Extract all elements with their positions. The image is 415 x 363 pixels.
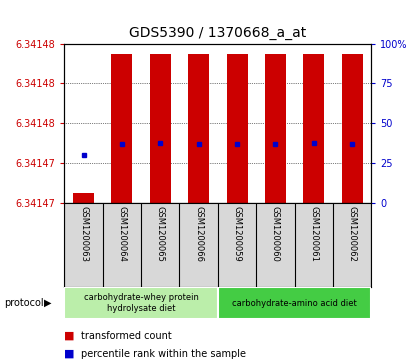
- Bar: [64, 287, 218, 319]
- Text: carbohydrate-whey protein
hydrolysate diet: carbohydrate-whey protein hydrolysate di…: [84, 293, 198, 313]
- Text: GSM1200066: GSM1200066: [194, 206, 203, 262]
- Text: ■: ■: [64, 331, 75, 341]
- Text: transformed count: transformed count: [81, 331, 172, 341]
- Bar: [342, 54, 363, 203]
- Text: ■: ■: [64, 349, 75, 359]
- Text: GSM1200061: GSM1200061: [309, 206, 318, 262]
- Text: GSM1200065: GSM1200065: [156, 206, 165, 262]
- Bar: [303, 54, 325, 203]
- Bar: [111, 54, 132, 203]
- Text: percentile rank within the sample: percentile rank within the sample: [81, 349, 246, 359]
- Text: GSM1200059: GSM1200059: [232, 206, 242, 261]
- Text: GSM1200064: GSM1200064: [117, 206, 127, 262]
- Bar: [150, 54, 171, 203]
- Text: protocol: protocol: [4, 298, 44, 308]
- Bar: [73, 193, 94, 203]
- Text: GSM1200063: GSM1200063: [79, 206, 88, 262]
- Text: GSM1200060: GSM1200060: [271, 206, 280, 262]
- Bar: [227, 54, 248, 203]
- Bar: [188, 54, 209, 203]
- Bar: [218, 287, 371, 319]
- Text: carbohydrate-amino acid diet: carbohydrate-amino acid diet: [232, 299, 357, 307]
- Text: GSM1200062: GSM1200062: [348, 206, 357, 262]
- Text: ▶: ▶: [44, 298, 51, 308]
- Bar: [265, 54, 286, 203]
- Title: GDS5390 / 1370668_a_at: GDS5390 / 1370668_a_at: [129, 26, 307, 40]
